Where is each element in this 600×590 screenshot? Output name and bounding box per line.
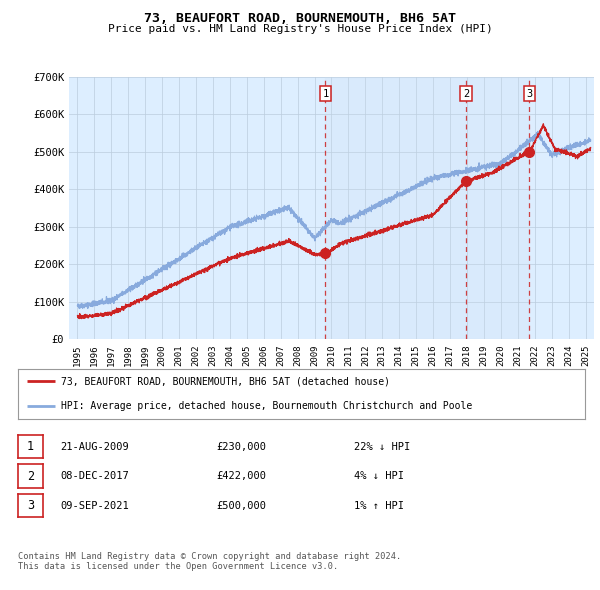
Text: Price paid vs. HM Land Registry's House Price Index (HPI): Price paid vs. HM Land Registry's House … — [107, 24, 493, 34]
Text: 21-AUG-2009: 21-AUG-2009 — [60, 442, 129, 451]
Text: 2: 2 — [27, 470, 34, 483]
Text: £500,000: £500,000 — [216, 501, 266, 510]
Text: £230,000: £230,000 — [216, 442, 266, 451]
Text: Contains HM Land Registry data © Crown copyright and database right 2024.
This d: Contains HM Land Registry data © Crown c… — [18, 552, 401, 571]
Text: 1% ↑ HPI: 1% ↑ HPI — [354, 501, 404, 510]
Text: 09-SEP-2021: 09-SEP-2021 — [60, 501, 129, 510]
Text: 1: 1 — [322, 88, 329, 99]
Text: 73, BEAUFORT ROAD, BOURNEMOUTH, BH6 5AT (detached house): 73, BEAUFORT ROAD, BOURNEMOUTH, BH6 5AT … — [61, 376, 389, 386]
Text: 73, BEAUFORT ROAD, BOURNEMOUTH, BH6 5AT: 73, BEAUFORT ROAD, BOURNEMOUTH, BH6 5AT — [144, 12, 456, 25]
Text: HPI: Average price, detached house, Bournemouth Christchurch and Poole: HPI: Average price, detached house, Bour… — [61, 401, 472, 411]
Text: 3: 3 — [27, 499, 34, 512]
Text: 3: 3 — [526, 88, 533, 99]
Text: 08-DEC-2017: 08-DEC-2017 — [60, 471, 129, 481]
Text: 1: 1 — [27, 440, 34, 453]
Text: 2: 2 — [463, 88, 469, 99]
Bar — [325, 77, 529, 339]
Text: £422,000: £422,000 — [216, 471, 266, 481]
Text: 4% ↓ HPI: 4% ↓ HPI — [354, 471, 404, 481]
Text: 22% ↓ HPI: 22% ↓ HPI — [354, 442, 410, 451]
